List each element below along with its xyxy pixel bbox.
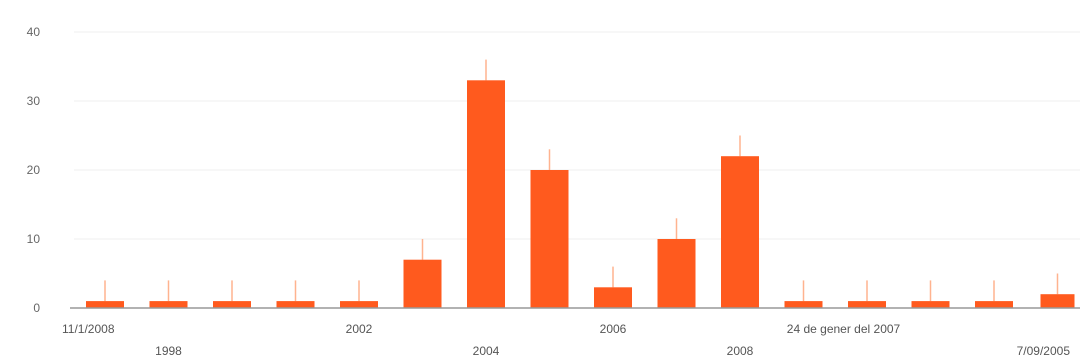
- bar: [86, 301, 124, 308]
- x-tick-label: 2002: [346, 322, 373, 336]
- bar: [657, 239, 696, 308]
- bar: [594, 287, 632, 308]
- bar: [149, 301, 188, 308]
- y-tick-label: 20: [27, 163, 41, 177]
- y-tick-label: 40: [27, 25, 41, 39]
- bar: [975, 301, 1013, 308]
- x-tick-label: 7/09/2005: [1017, 344, 1071, 358]
- x-tick-label: 2004: [473, 344, 500, 358]
- bar: [213, 301, 251, 308]
- bar: [911, 301, 950, 308]
- bar: [721, 156, 759, 308]
- bar: [276, 301, 315, 308]
- x-tick-label: 11/1/2008: [62, 322, 115, 336]
- y-tick-label: 10: [27, 232, 41, 246]
- bar: [340, 301, 378, 308]
- bar: [467, 80, 505, 308]
- bar: [784, 301, 823, 308]
- x-tick-label: 2008: [727, 344, 754, 358]
- x-tick-label: 24 de gener del 2007: [787, 322, 901, 336]
- bar: [530, 170, 569, 308]
- x-tick-label: 1998: [155, 344, 182, 358]
- bar: [1040, 294, 1075, 308]
- x-tick-label: 2006: [600, 322, 627, 336]
- y-tick-label: 0: [33, 301, 40, 315]
- bar: [848, 301, 886, 308]
- y-tick-label: 30: [27, 94, 41, 108]
- bar: [403, 259, 442, 308]
